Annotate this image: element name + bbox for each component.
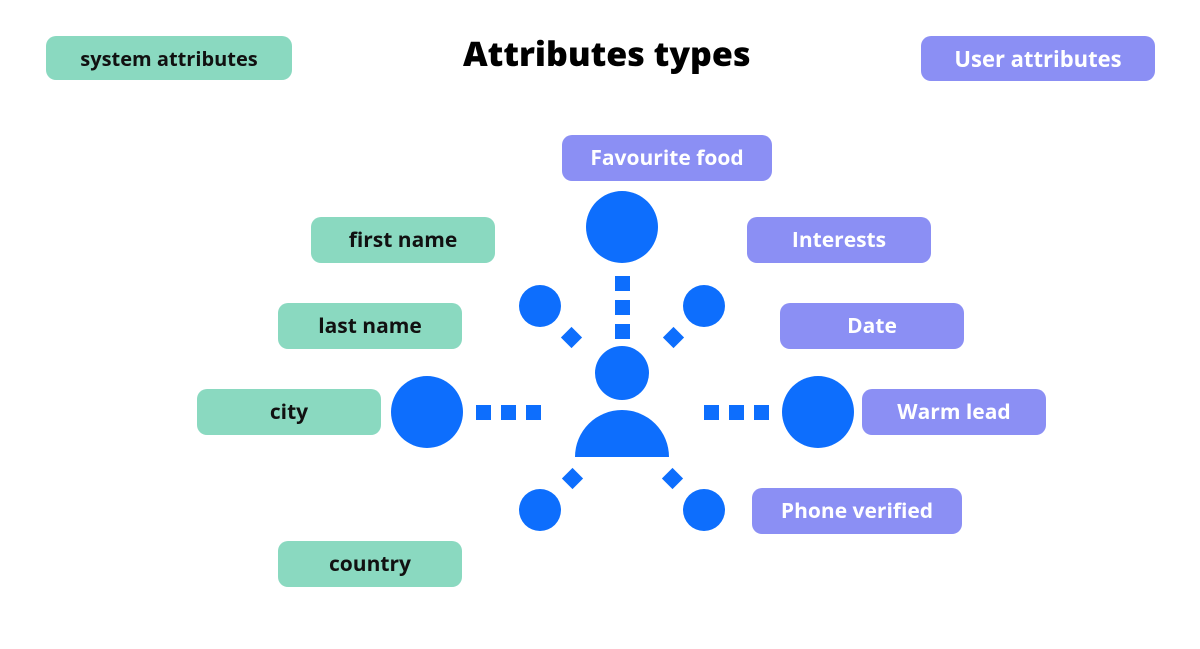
attr-city: city <box>197 389 381 435</box>
attr-phone-verified: Phone verified <box>752 488 962 534</box>
legend-system-attributes: system attributes <box>46 36 292 80</box>
connector-dot <box>615 324 630 339</box>
connector-dot <box>729 405 744 420</box>
spoke-node <box>391 376 463 448</box>
attr-first-name: first name <box>311 217 495 263</box>
connector-dot <box>662 326 683 347</box>
user-icon-body <box>575 410 669 457</box>
connector-dot <box>560 326 581 347</box>
attr-date: Date <box>780 303 964 349</box>
spoke-node-small <box>683 285 725 327</box>
page-title: Attributes types <box>463 30 751 76</box>
connector-dot <box>615 300 630 315</box>
connector-dot <box>704 405 719 420</box>
connector-dot <box>661 467 682 488</box>
spoke-node-small <box>519 285 561 327</box>
attr-favourite-food: Favourite food <box>562 135 772 181</box>
connector-dot <box>615 276 630 291</box>
spoke-node <box>782 376 854 448</box>
spoke-node <box>586 191 658 263</box>
attr-warm-lead: Warm lead <box>862 389 1046 435</box>
attr-last-name: last name <box>278 303 462 349</box>
user-icon-head <box>595 346 649 400</box>
spoke-node-small <box>519 489 561 531</box>
attr-country: country <box>278 541 462 587</box>
connector-dot <box>561 467 582 488</box>
connector-dot <box>476 405 491 420</box>
connector-dot <box>501 405 516 420</box>
connector-dot <box>754 405 769 420</box>
attr-interests: Interests <box>747 217 931 263</box>
diagram-canvas: Attributes types system attributes User … <box>0 0 1200 649</box>
connector-dot <box>526 405 541 420</box>
legend-user-attributes: User attributes <box>921 36 1155 81</box>
spoke-node-small <box>683 489 725 531</box>
